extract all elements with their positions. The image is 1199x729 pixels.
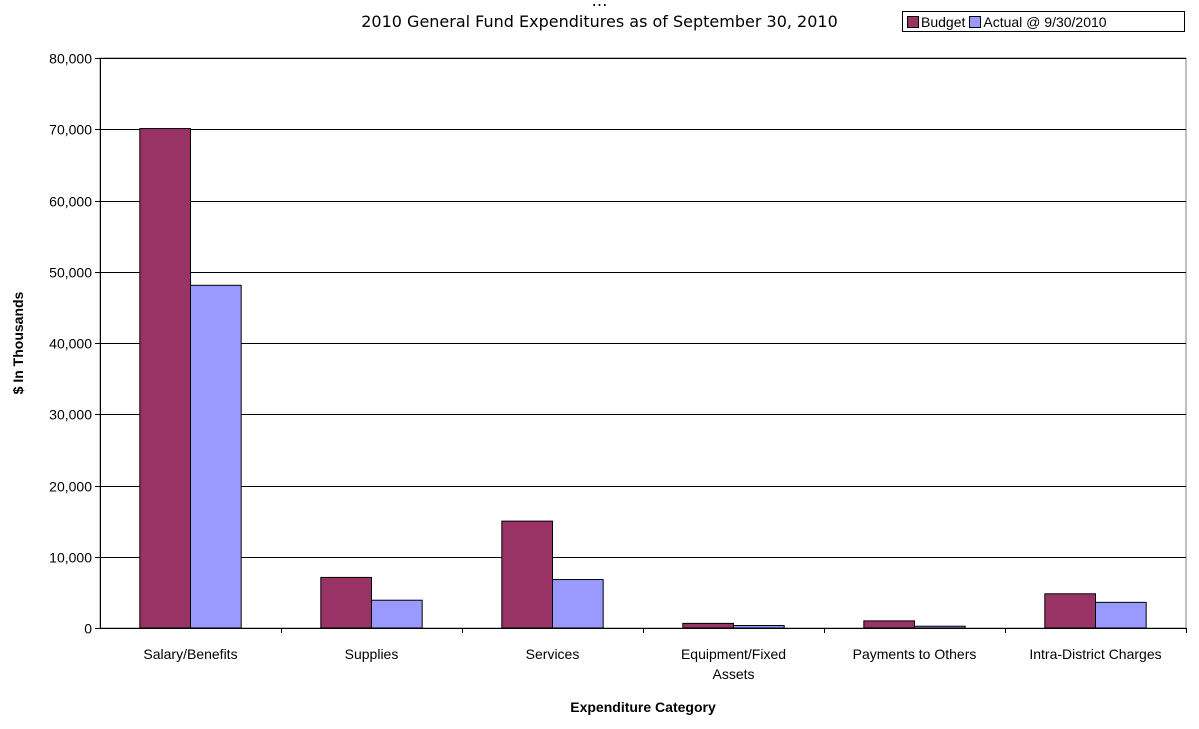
bar-actual	[190, 284, 242, 629]
y-tick-label: 60,000	[49, 194, 92, 210]
legend: Budget Actual @ 9/30/2010	[902, 11, 1185, 32]
bar-budget	[320, 576, 373, 629]
bar-actual	[371, 599, 423, 629]
bar-budget	[682, 622, 735, 629]
bar-budget	[1044, 593, 1096, 629]
legend-swatch-budget	[907, 15, 919, 28]
x-tick-label: Payments to Others	[853, 646, 977, 662]
x-tick-label: Salary/Benefits	[143, 646, 237, 662]
x-axis-title: Expenditure Category	[570, 699, 716, 715]
x-tick-label: Supplies	[345, 646, 399, 662]
y-tick-label: 70,000	[49, 122, 92, 138]
x-tick-label: Equipment/Fixed	[681, 646, 786, 662]
x-tick-label: Intra-District Charges	[1029, 646, 1161, 662]
legend-item-budget: Budget	[907, 14, 965, 30]
bar-actual	[1095, 601, 1147, 629]
bar-budget	[139, 128, 192, 629]
x-tick-label: Services	[526, 646, 580, 662]
bar-actual	[552, 579, 604, 629]
y-tick-label: 20,000	[49, 479, 92, 495]
bar-budget	[863, 620, 916, 629]
legend-label-budget: Budget	[921, 13, 966, 30]
legend-label-actual: Actual @ 9/30/2010	[983, 13, 1107, 30]
legend-swatch-actual	[969, 15, 982, 28]
chart-subtitle: 2010 General Fund Expenditures as of Sep…	[361, 12, 838, 31]
x-tick-label: Assets	[712, 666, 754, 682]
y-tick-label: 10,000	[49, 550, 92, 566]
bar-actual	[914, 625, 966, 629]
y-tick-label: 50,000	[49, 265, 92, 281]
y-tick-label: 0	[84, 621, 92, 637]
y-axis-title: $ In Thousands	[10, 291, 26, 394]
y-tick-label: 80,000	[49, 51, 92, 67]
bar-actual	[733, 625, 785, 629]
bar-budget	[501, 520, 554, 629]
chart-title: …	[591, 0, 608, 10]
y-tick-label: 30,000	[49, 407, 92, 423]
y-tick-label: 40,000	[49, 336, 92, 352]
legend-item-actual: Actual @ 9/30/2010	[969, 13, 1107, 30]
